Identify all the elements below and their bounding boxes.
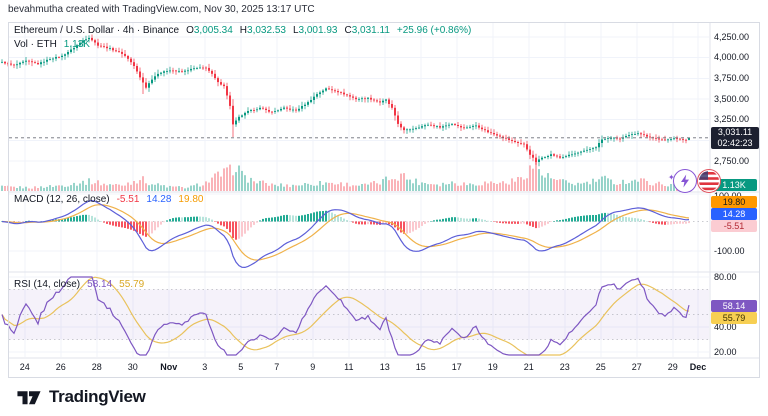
ohlc-open: O3,005.34 — [186, 25, 233, 36]
rsi-axis-badge: 58.14 — [711, 300, 757, 312]
time-axis-label: 17 — [451, 362, 462, 372]
time-axis-label: 28 — [91, 362, 102, 372]
macd-axis-label: 100.00 — [714, 191, 742, 201]
tradingview-logo[interactable]: TradingView — [16, 386, 146, 408]
macd-signal-badge: 19.80 — [711, 196, 757, 208]
snapshot-credit: bevahmutha created with TradingView.com,… — [8, 4, 315, 15]
time-axis-label: 23 — [559, 362, 570, 372]
macd-legend[interactable]: MACD (12, 26, close) -5.51 14.28 19.80 — [14, 194, 203, 205]
time-axis-label: 7 — [274, 362, 280, 372]
macd-line-value: 14.28 — [146, 194, 172, 205]
last-price-badge: 3,031.11 02:42:23 — [711, 127, 759, 149]
time-axis-label: 24 — [19, 362, 30, 372]
volume-label: Vol · ETH — [14, 39, 57, 50]
time-axis-label: 26 — [55, 362, 66, 372]
macd-signal-value: 19.80 — [178, 194, 204, 205]
macd-hist-badge: -5.51 — [711, 220, 757, 232]
time-axis-label: 15 — [415, 362, 426, 372]
rsi-value: 58.14 — [87, 279, 113, 290]
us-flag-event-icon[interactable] — [697, 169, 721, 193]
time-axis-label: 30 — [127, 362, 138, 372]
rsi-ma-axis-badge: 55.79 — [711, 312, 757, 324]
macd-line-badge: 14.28 — [711, 208, 757, 220]
price-axis-label: 3,500.00 — [714, 93, 750, 104]
time-axis-label: 27 — [631, 362, 642, 372]
time-axis-label: 9 — [310, 362, 316, 372]
time-axis-label: 5 — [238, 362, 244, 372]
price-axis-label: 4,000.00 — [714, 52, 750, 63]
rsi-ma-value: 55.79 — [119, 279, 145, 290]
time-axis-label: 21 — [523, 362, 534, 372]
price-axis-label: 3,250.00 — [714, 114, 750, 125]
time-axis-label: 19 — [487, 362, 498, 372]
time-axis-label: 3 — [202, 362, 208, 372]
rsi-axis-label: 20.00 — [714, 346, 737, 357]
tradingview-logo-mark — [17, 391, 41, 405]
time-axis-label: Nov — [160, 362, 178, 372]
macd-label: MACD (12, 26, close) — [14, 194, 110, 205]
price-axis-label: 4,250.00 — [714, 31, 750, 42]
time-axis-label: 29 — [667, 362, 678, 372]
price-change: +25.96 (+0.86%) — [396, 25, 472, 36]
volume-legend[interactable]: Vol · ETH 1.13K — [14, 39, 90, 50]
last-price-value: 3,031.11 — [717, 127, 753, 137]
rsi-legend[interactable]: RSI (14, close) 58.14 55.79 — [14, 279, 144, 290]
volume-axis-badge: 1.13K — [711, 179, 757, 191]
price-axis-label: 3,750.00 — [714, 72, 750, 83]
ohlc-close: C3,031.11 — [344, 25, 390, 36]
symbol-legend[interactable]: Ethereum / U.S. Dollar · 4h · Binance O3… — [14, 25, 471, 36]
time-axis-label: 13 — [379, 362, 390, 372]
ohlc-high: H3,032.53 — [239, 25, 286, 36]
bar-countdown: 02:42:23 — [717, 138, 753, 148]
volume-value: 1.13K — [63, 39, 90, 50]
rsi-label: RSI (14, close) — [14, 279, 81, 290]
time-axis-label: 11 — [344, 362, 354, 372]
price-axis-label: 2,750.00 — [714, 155, 750, 166]
macd-hist-value: -5.51 — [116, 194, 140, 205]
symbol-title: Ethereum / U.S. Dollar · 4h · Binance — [14, 25, 180, 36]
ohlc-low: L3,001.93 — [292, 25, 338, 36]
flash-event-icon[interactable]: ✦ — [668, 169, 697, 193]
tradingview-logo-text: TradingView — [49, 387, 146, 406]
time-axis-label: Dec — [689, 362, 707, 372]
macd-axis-label: -100.00 — [714, 245, 745, 256]
time-axis-label: 25 — [595, 362, 606, 372]
rsi-axis-label: 80.00 — [714, 271, 737, 282]
rsi-axis-label: 40.00 — [714, 321, 737, 332]
